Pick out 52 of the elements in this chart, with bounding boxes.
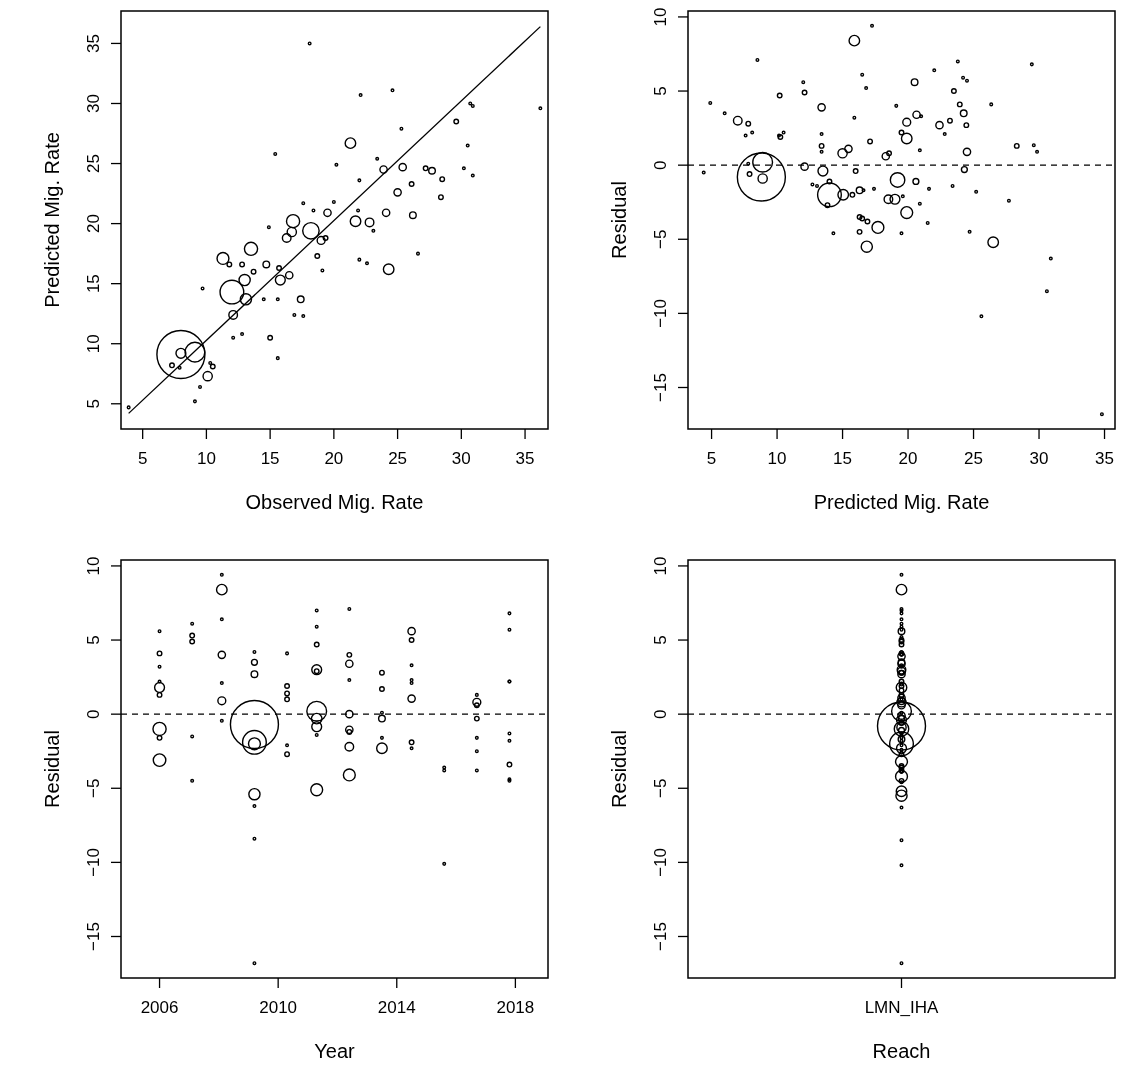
x-tick-label: 25	[964, 449, 983, 468]
y-tick-label: −15	[651, 373, 670, 402]
y-tick-label: 10	[84, 556, 103, 576]
x-tick-label: 10	[196, 449, 216, 468]
y-axis-title: Residual	[608, 730, 630, 808]
y-tick-label: 5	[651, 635, 670, 645]
y-tick-label: −10	[651, 847, 670, 877]
y-tick-label: 5	[651, 86, 670, 96]
y-tick-label: 10	[651, 7, 670, 27]
x-axis-title: Reach	[872, 1040, 931, 1062]
x-tick-label: 20	[324, 449, 344, 468]
x-axis-title: Observed Mig. Rate	[245, 491, 424, 513]
x-axis-title: Predicted Mig. Rate	[813, 491, 990, 513]
y-tick-label: −15	[651, 922, 670, 951]
y-tick-label: 15	[84, 274, 103, 294]
y-tick-label: −5	[651, 778, 670, 798]
y-tick-label: 35	[84, 33, 103, 53]
x-tick-label: 10	[767, 449, 787, 468]
y-tick-label: −10	[84, 847, 103, 877]
y-tick-label: −10	[651, 298, 670, 328]
y-axis-title: Predicted Mig. Rate	[41, 132, 63, 308]
y-axis-title: Residual	[608, 181, 630, 259]
x-tick-label: 15	[833, 449, 853, 468]
y-tick-label: −15	[84, 922, 103, 951]
y-tick-label: −5	[651, 229, 670, 249]
x-tick-label: 30	[451, 449, 471, 468]
x-tick-label: 30	[1029, 449, 1049, 468]
y-tick-label: 0	[651, 709, 670, 719]
y-tick-label: 5	[84, 635, 103, 645]
x-tick-label: 35	[1095, 449, 1114, 468]
y-tick-label: 0	[84, 709, 103, 719]
x-tick-label: 2014	[377, 998, 416, 1017]
y-tick-label: 5	[84, 399, 103, 409]
x-tick-label: 2018	[496, 998, 535, 1017]
y-tick-label: −5	[84, 778, 103, 798]
x-tick-label: 2010	[259, 998, 298, 1017]
y-axis-title: Residual	[41, 730, 63, 808]
x-tick-label: LMN_IHA	[864, 998, 939, 1017]
y-tick-label: 20	[84, 214, 103, 234]
x-tick-label: 25	[388, 449, 408, 468]
x-tick-label: 5	[137, 449, 148, 468]
x-tick-label: 20	[898, 449, 918, 468]
y-tick-label: 25	[84, 154, 103, 174]
y-tick-label: 10	[651, 556, 670, 576]
x-tick-label: 15	[260, 449, 280, 468]
x-tick-label: 35	[515, 449, 535, 468]
y-tick-label: 30	[84, 94, 103, 113]
y-tick-label: 10	[84, 334, 103, 354]
x-axis-title: Year	[314, 1040, 356, 1062]
x-tick-label: 5	[706, 449, 717, 468]
x-tick-label: 2006	[140, 998, 179, 1017]
y-tick-label: 0	[651, 160, 670, 170]
